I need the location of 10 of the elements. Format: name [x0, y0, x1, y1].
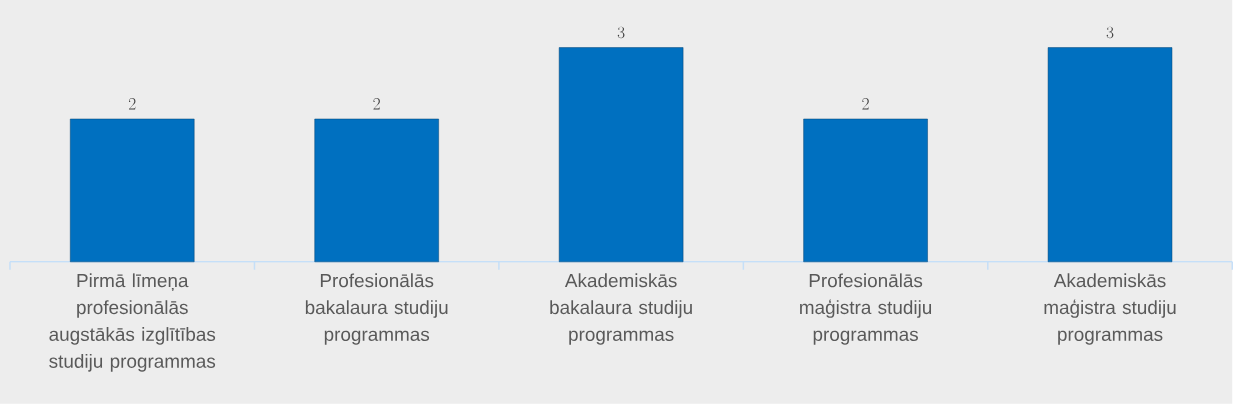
x-tick-label: Profesionālās maģistra studiju programmas [800, 273, 932, 345]
data-label: 2 [128, 98, 136, 110]
x-tick-label: Akademiskās bakalaura studiju programmas [550, 273, 692, 345]
x-tick-label: Pirmā līmeņa profesionālās augstākās izglītības studiju programmas [49, 273, 216, 372]
data-label: 3 [1106, 26, 1114, 39]
data-label: 2 [373, 98, 380, 110]
x-tick-label: Akademiskās maģistra studiju programmas [1044, 273, 1176, 345]
data-label: 3 [617, 26, 625, 39]
data-label: 2 [862, 98, 869, 110]
x-tick-label: Profesionālās bakalaura studiju programmas [305, 273, 448, 345]
